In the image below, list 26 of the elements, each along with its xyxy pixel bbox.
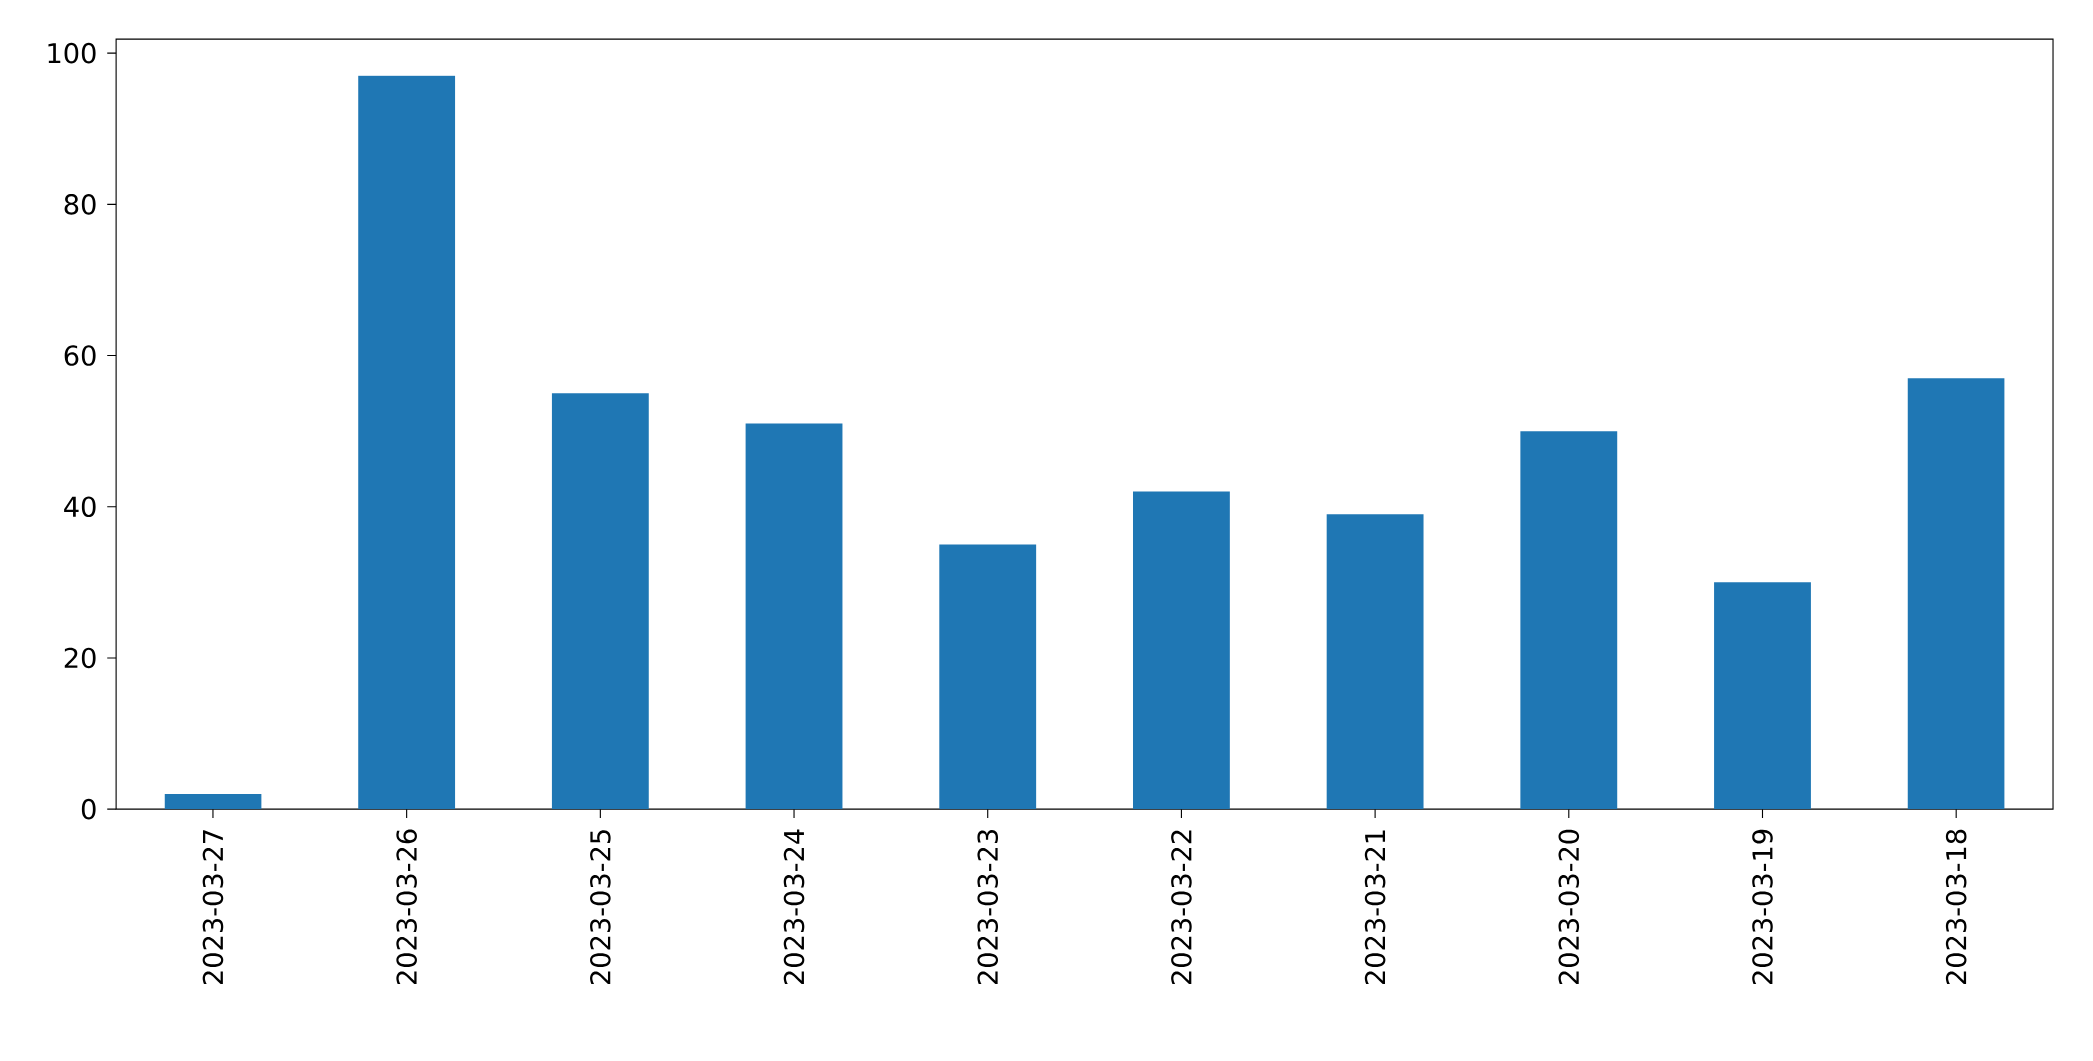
bar: [939, 544, 1037, 810]
x-tick-label: 2023-03-20: [1558, 829, 1580, 985]
y-tick-label: 80: [64, 194, 96, 215]
y-tick-label: 40: [64, 496, 96, 517]
y-tick-label: 60: [64, 345, 96, 366]
bar: [1714, 582, 1811, 810]
bar: [1520, 431, 1618, 810]
y-tick-label: 0: [81, 798, 96, 820]
bar: [1133, 491, 1230, 810]
y-tick-label: 20: [64, 647, 96, 669]
x-tick-label: 2023-03-24: [783, 829, 805, 985]
bar: [358, 75, 456, 810]
x-tick-label: 2023-03-22: [1171, 830, 1192, 985]
bar: [551, 393, 649, 810]
bar: [164, 793, 262, 810]
y-tick-label: 100: [48, 42, 96, 64]
x-tick-label: 2023-03-25: [590, 830, 611, 985]
bar: [1907, 378, 2005, 810]
x-tick-label: 2023-03-27: [202, 830, 224, 985]
x-tick-label: 2023-03-19: [1752, 829, 1773, 985]
x-tick-label: 2023-03-26: [396, 829, 417, 985]
bar: [1326, 514, 1424, 810]
x-tick-label: 2023-03-18: [1945, 829, 1967, 985]
x-tick-label: 2023-03-23: [977, 830, 999, 985]
bar: [745, 423, 843, 810]
x-tick-label: 2023-03-21: [1364, 830, 1386, 985]
